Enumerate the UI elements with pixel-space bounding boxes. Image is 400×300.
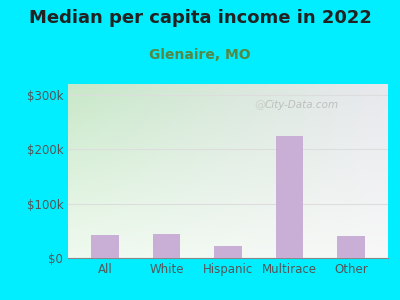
Text: Median per capita income in 2022: Median per capita income in 2022 <box>28 9 372 27</box>
Text: Glenaire, MO: Glenaire, MO <box>149 48 251 62</box>
Bar <box>337 236 365 258</box>
Bar <box>276 136 303 258</box>
Bar <box>153 233 180 258</box>
Text: City-Data.com: City-Data.com <box>264 100 339 110</box>
Bar <box>91 235 119 258</box>
Text: @: @ <box>254 100 266 110</box>
Bar <box>214 246 242 258</box>
